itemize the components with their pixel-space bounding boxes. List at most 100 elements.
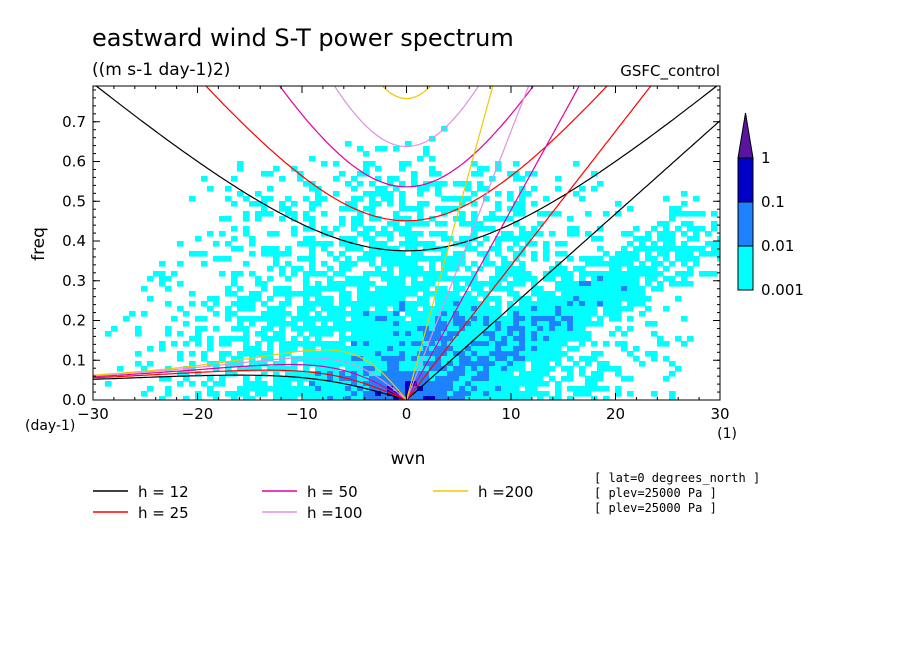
heatmap-cell bbox=[465, 396, 472, 400]
heatmap-cell bbox=[591, 311, 598, 317]
heatmap-cell bbox=[357, 296, 364, 302]
heatmap-cell bbox=[207, 346, 214, 352]
heatmap-cell bbox=[393, 281, 400, 287]
heatmap-cell bbox=[513, 271, 520, 277]
heatmap-cell bbox=[681, 281, 688, 287]
heatmap-cell bbox=[351, 236, 358, 242]
heatmap-cell bbox=[459, 341, 466, 347]
heatmap-cell bbox=[333, 176, 340, 182]
heatmap-cell bbox=[279, 251, 286, 257]
heatmap-cell bbox=[399, 316, 406, 322]
heatmap-cell bbox=[519, 211, 526, 217]
heatmap-cell bbox=[471, 331, 478, 337]
heatmap-cell bbox=[669, 236, 676, 242]
heatmap-cell bbox=[549, 291, 556, 297]
heatmap-cell bbox=[567, 326, 574, 332]
heatmap-cell bbox=[477, 251, 484, 257]
heatmap-cell bbox=[423, 391, 430, 397]
heatmap-cell bbox=[495, 391, 502, 397]
heatmap-cell bbox=[435, 331, 442, 337]
heatmap-cell bbox=[411, 241, 418, 247]
heatmap-cell bbox=[303, 336, 310, 342]
heatmap-cell bbox=[399, 231, 406, 237]
heatmap-cell bbox=[663, 221, 670, 227]
heatmap-cell bbox=[225, 256, 232, 262]
heatmap-cell bbox=[399, 291, 406, 297]
heatmap-cell bbox=[411, 381, 418, 387]
heatmap-cell bbox=[585, 336, 592, 342]
heatmap-cell bbox=[651, 271, 658, 277]
heatmap-cell bbox=[255, 381, 262, 387]
heatmap-cell bbox=[381, 196, 388, 202]
heatmap-cell bbox=[297, 256, 304, 262]
heatmap-cell bbox=[429, 396, 436, 400]
heatmap-cell bbox=[213, 301, 220, 307]
heatmap-cell bbox=[243, 231, 250, 237]
heatmap-cell bbox=[489, 376, 496, 382]
heatmap-cell bbox=[561, 286, 568, 292]
heatmap-cell bbox=[171, 341, 178, 347]
heatmap-cell bbox=[273, 381, 280, 387]
heatmap-cell bbox=[255, 366, 262, 372]
heatmap-cell bbox=[471, 356, 478, 362]
heatmap-cell bbox=[555, 211, 562, 217]
heatmap-cell bbox=[363, 311, 370, 317]
heatmap-cell bbox=[345, 381, 352, 387]
heatmap-cell bbox=[429, 291, 436, 297]
heatmap-cell bbox=[411, 346, 418, 352]
heatmap-cell bbox=[519, 246, 526, 252]
heatmap-cell bbox=[585, 286, 592, 292]
heatmap-cell bbox=[273, 321, 280, 327]
heatmap-cell bbox=[417, 281, 424, 287]
heatmap-cell bbox=[405, 286, 412, 292]
heatmap-cell bbox=[405, 356, 412, 362]
heatmap-cell bbox=[471, 226, 478, 232]
heatmap-cell bbox=[237, 356, 244, 362]
heatmap-cell bbox=[591, 186, 598, 192]
heatmap-cell bbox=[297, 341, 304, 347]
heatmap-cell bbox=[567, 356, 574, 362]
rossby-curve bbox=[93, 374, 407, 400]
heatmap-cell bbox=[321, 296, 328, 302]
heatmap-cell bbox=[627, 206, 634, 212]
heatmap-cell bbox=[279, 361, 286, 367]
heatmap-cell bbox=[327, 376, 334, 382]
heatmap-cell bbox=[423, 321, 430, 327]
heatmap-cell bbox=[225, 311, 232, 317]
heatmap-cell bbox=[369, 211, 376, 217]
heatmap-cell bbox=[309, 341, 316, 347]
heatmap-cell bbox=[471, 371, 478, 377]
heatmap-cell bbox=[369, 321, 376, 327]
heatmap-cell bbox=[501, 361, 508, 367]
heatmap-cell bbox=[417, 311, 424, 317]
heatmap-cell bbox=[381, 331, 388, 337]
heatmap-cell bbox=[387, 331, 394, 337]
heatmap-cell bbox=[693, 231, 700, 237]
heatmap-cell bbox=[393, 251, 400, 257]
heatmap-cell bbox=[555, 316, 562, 322]
heatmap-cell bbox=[219, 376, 226, 382]
heatmap-cell bbox=[495, 281, 502, 287]
heatmap-cell bbox=[201, 356, 208, 362]
heatmap-cell bbox=[477, 326, 484, 332]
heatmap-cell bbox=[411, 236, 418, 242]
heatmap-cell bbox=[321, 361, 328, 367]
heatmap-cell bbox=[261, 196, 268, 202]
heatmap-cell bbox=[477, 321, 484, 327]
heatmap-cell bbox=[327, 396, 334, 400]
heatmap-cell bbox=[441, 181, 448, 187]
heatmap-cell bbox=[675, 246, 682, 252]
heatmap-cell bbox=[351, 356, 358, 362]
heatmap-cell bbox=[477, 396, 484, 400]
heatmap-cell bbox=[345, 266, 352, 272]
heatmap-cell bbox=[465, 316, 472, 322]
heatmap-cell bbox=[189, 196, 196, 202]
heatmap-cell bbox=[309, 201, 316, 207]
heatmap-cell bbox=[633, 356, 640, 362]
heatmap-cell bbox=[471, 296, 478, 302]
heatmap-cell bbox=[633, 281, 640, 287]
heatmap-cell bbox=[501, 336, 508, 342]
heatmap-cell bbox=[285, 296, 292, 302]
heatmap-cell bbox=[411, 361, 418, 367]
heatmap-cell bbox=[567, 371, 574, 377]
